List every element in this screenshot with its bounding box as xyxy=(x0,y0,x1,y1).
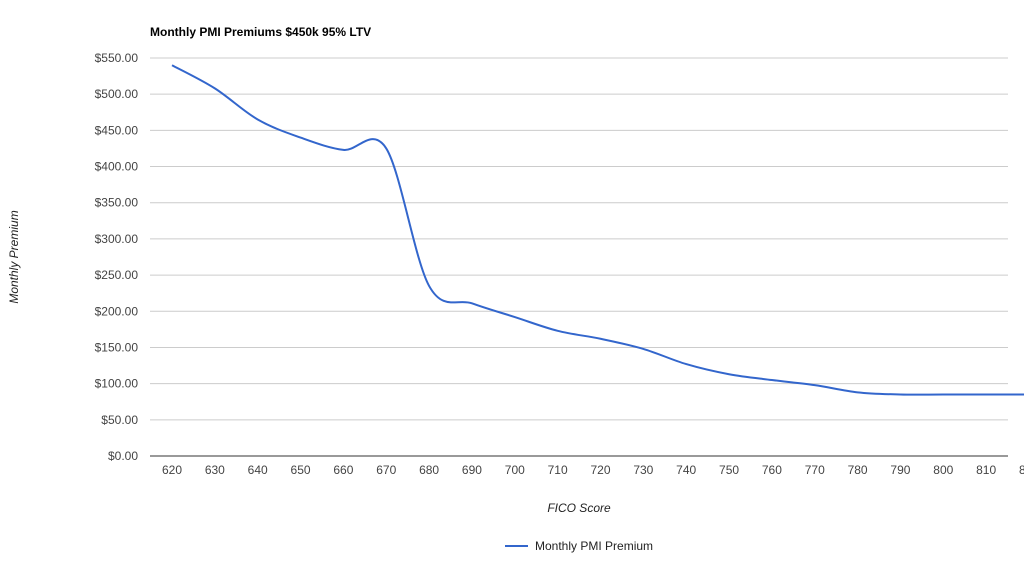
x-axis-title: FICO Score xyxy=(547,501,611,515)
x-tick-label: 670 xyxy=(376,463,396,477)
x-tick-label: 650 xyxy=(291,463,311,477)
x-tick-label: 720 xyxy=(590,463,610,477)
y-axis-ticks: $0.00 $50.00 $100.00 $150.00 $200.00 $250.00 $… xyxy=(95,51,139,463)
data-point[interactable] xyxy=(169,62,175,68)
x-tick-label: 740 xyxy=(676,463,696,477)
y-tick-label: $200.00 xyxy=(95,304,139,318)
y-tick-label: $450.00 xyxy=(95,123,139,137)
data-point[interactable] xyxy=(383,145,389,151)
y-axis-title: Monthly Premium xyxy=(7,210,21,303)
series-line-monthly-pmi-premium[interactable] xyxy=(171,64,1024,396)
x-tick-label: 620 xyxy=(162,463,182,477)
x-tick-label: 700 xyxy=(505,463,525,477)
x-tick-label: 810 xyxy=(976,463,996,477)
x-tick-label: 640 xyxy=(248,463,268,477)
y-tick-label: $0.00 xyxy=(108,449,138,463)
x-tick-label: 680 xyxy=(419,463,439,477)
y-tick-label: $500.00 xyxy=(95,87,139,101)
data-point[interactable] xyxy=(426,283,432,289)
x-tick-label: 790 xyxy=(890,463,910,477)
x-tick-label: 710 xyxy=(548,463,568,477)
data-point[interactable] xyxy=(340,147,346,153)
data-point[interactable] xyxy=(726,371,732,377)
data-point[interactable] xyxy=(512,314,518,320)
x-tick-label: 820 xyxy=(1019,463,1024,477)
x-tick-label: 800 xyxy=(933,463,953,477)
x-tick-label: 780 xyxy=(848,463,868,477)
legend-label: Monthly PMI Premium xyxy=(535,539,653,553)
data-point[interactable] xyxy=(255,117,261,123)
x-axis-ticks: 620 630 640 650 660 670 680 690 700 710 720 730 740 7… xyxy=(162,463,1024,477)
x-tick-label: 760 xyxy=(762,463,782,477)
y-tick-label: $100.00 xyxy=(95,377,139,391)
data-point[interactable] xyxy=(897,391,903,397)
y-tick-label: $350.00 xyxy=(95,196,139,210)
y-tick-label: $150.00 xyxy=(95,340,139,354)
x-tick-label: 730 xyxy=(633,463,653,477)
data-point[interactable] xyxy=(855,389,861,395)
data-point[interactable] xyxy=(598,336,604,342)
x-tick-label: 690 xyxy=(462,463,482,477)
data-point[interactable] xyxy=(298,135,304,141)
x-tick-label: 660 xyxy=(333,463,353,477)
x-tick-label: 770 xyxy=(805,463,825,477)
chart-title: Monthly PMI Premiums $450k 95% LTV xyxy=(150,25,371,39)
data-point[interactable] xyxy=(983,391,989,397)
y-tick-label: $550.00 xyxy=(95,51,139,65)
y-tick-label: $250.00 xyxy=(95,268,139,282)
gridlines xyxy=(150,57,1008,421)
data-point[interactable] xyxy=(212,85,218,91)
series-lines xyxy=(169,62,1024,397)
y-tick-label: $50.00 xyxy=(101,413,138,427)
y-tick-label: $300.00 xyxy=(95,232,139,246)
x-tick-label: 750 xyxy=(719,463,739,477)
data-point[interactable] xyxy=(640,346,646,352)
data-point[interactable] xyxy=(812,382,818,388)
data-point[interactable] xyxy=(940,391,946,397)
data-point[interactable] xyxy=(469,300,475,306)
data-point[interactable] xyxy=(683,361,689,367)
data-point[interactable] xyxy=(555,328,561,334)
y-tick-label: $400.00 xyxy=(95,160,139,174)
x-tick-label: 630 xyxy=(205,463,225,477)
data-point[interactable] xyxy=(769,377,775,383)
legend[interactable]: Monthly PMI Premium xyxy=(505,539,653,553)
